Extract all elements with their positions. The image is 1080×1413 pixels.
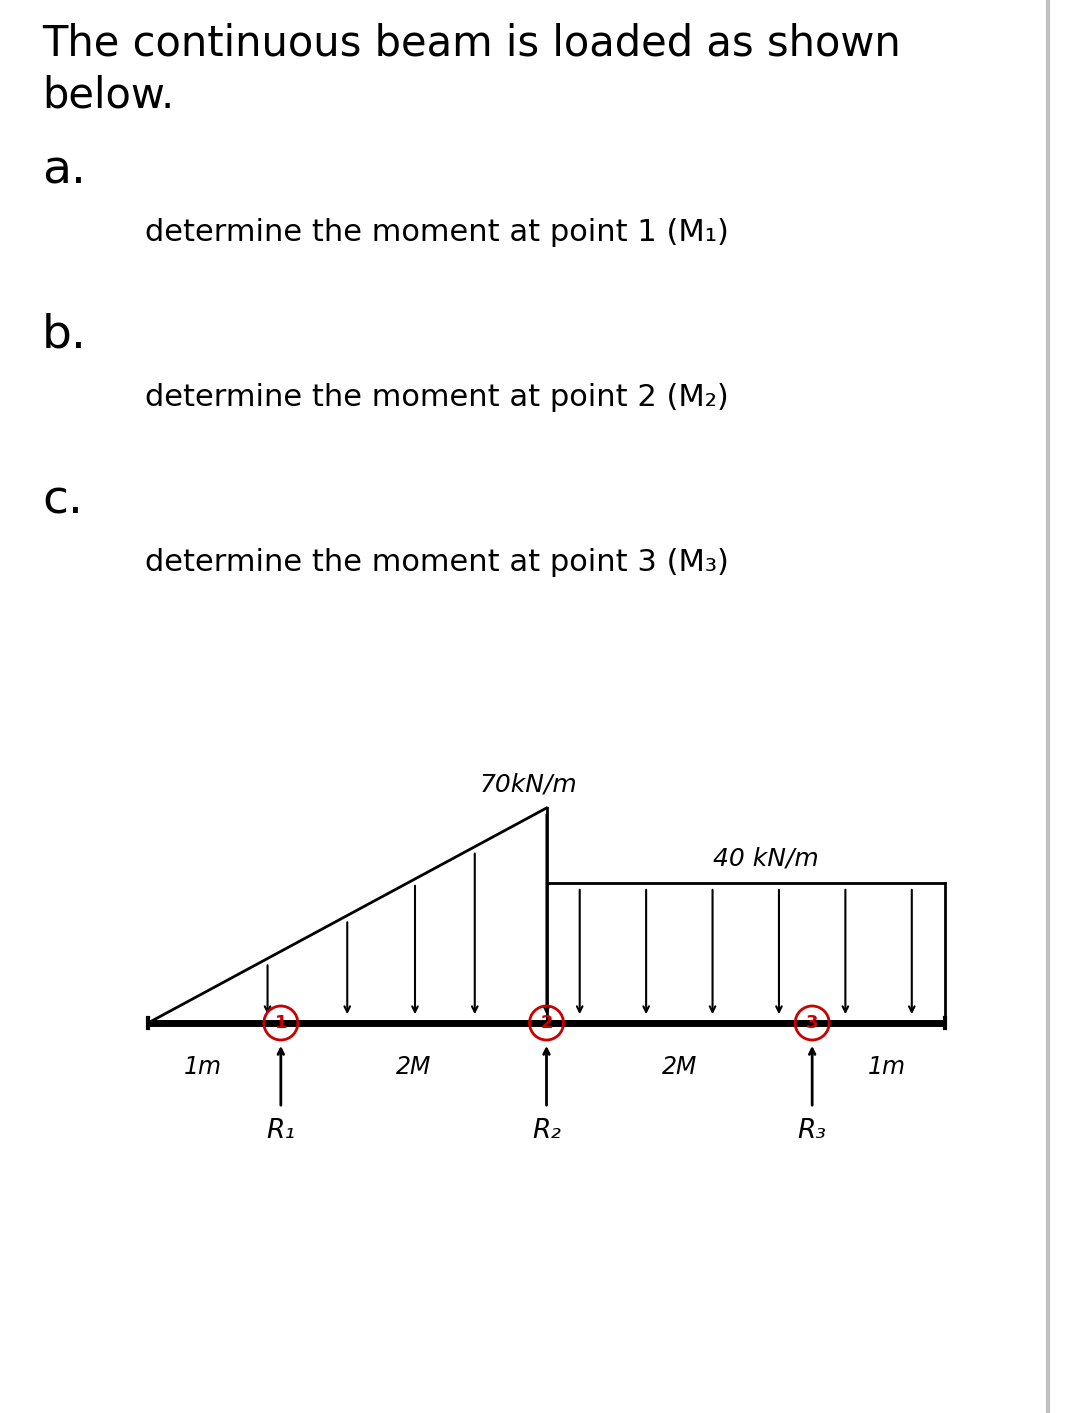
Text: 1: 1 <box>274 1015 287 1031</box>
Text: 2: 2 <box>540 1015 553 1031</box>
Text: 2M: 2M <box>662 1056 697 1080</box>
Text: 1m: 1m <box>184 1056 221 1080</box>
Text: The continuous beam is loaded as shown: The continuous beam is loaded as shown <box>42 23 901 65</box>
Text: 70kN/m: 70kN/m <box>480 771 578 796</box>
Text: determine the moment at point 1 (M₁): determine the moment at point 1 (M₁) <box>145 218 729 247</box>
Text: determine the moment at point 3 (M₃): determine the moment at point 3 (M₃) <box>145 548 729 577</box>
Text: R₁: R₁ <box>267 1118 295 1145</box>
Text: c.: c. <box>42 478 83 523</box>
Text: 40 kN/m: 40 kN/m <box>713 846 819 870</box>
Text: 2M: 2M <box>396 1056 431 1080</box>
Text: R₃: R₃ <box>798 1118 826 1145</box>
Text: R₂: R₂ <box>532 1118 561 1145</box>
Text: b.: b. <box>42 314 87 357</box>
Text: a.: a. <box>42 148 86 194</box>
Text: 3: 3 <box>806 1015 819 1031</box>
Text: 1m: 1m <box>867 1056 906 1080</box>
Text: determine the moment at point 2 (M₂): determine the moment at point 2 (M₂) <box>145 383 729 413</box>
Text: below.: below. <box>42 75 174 117</box>
